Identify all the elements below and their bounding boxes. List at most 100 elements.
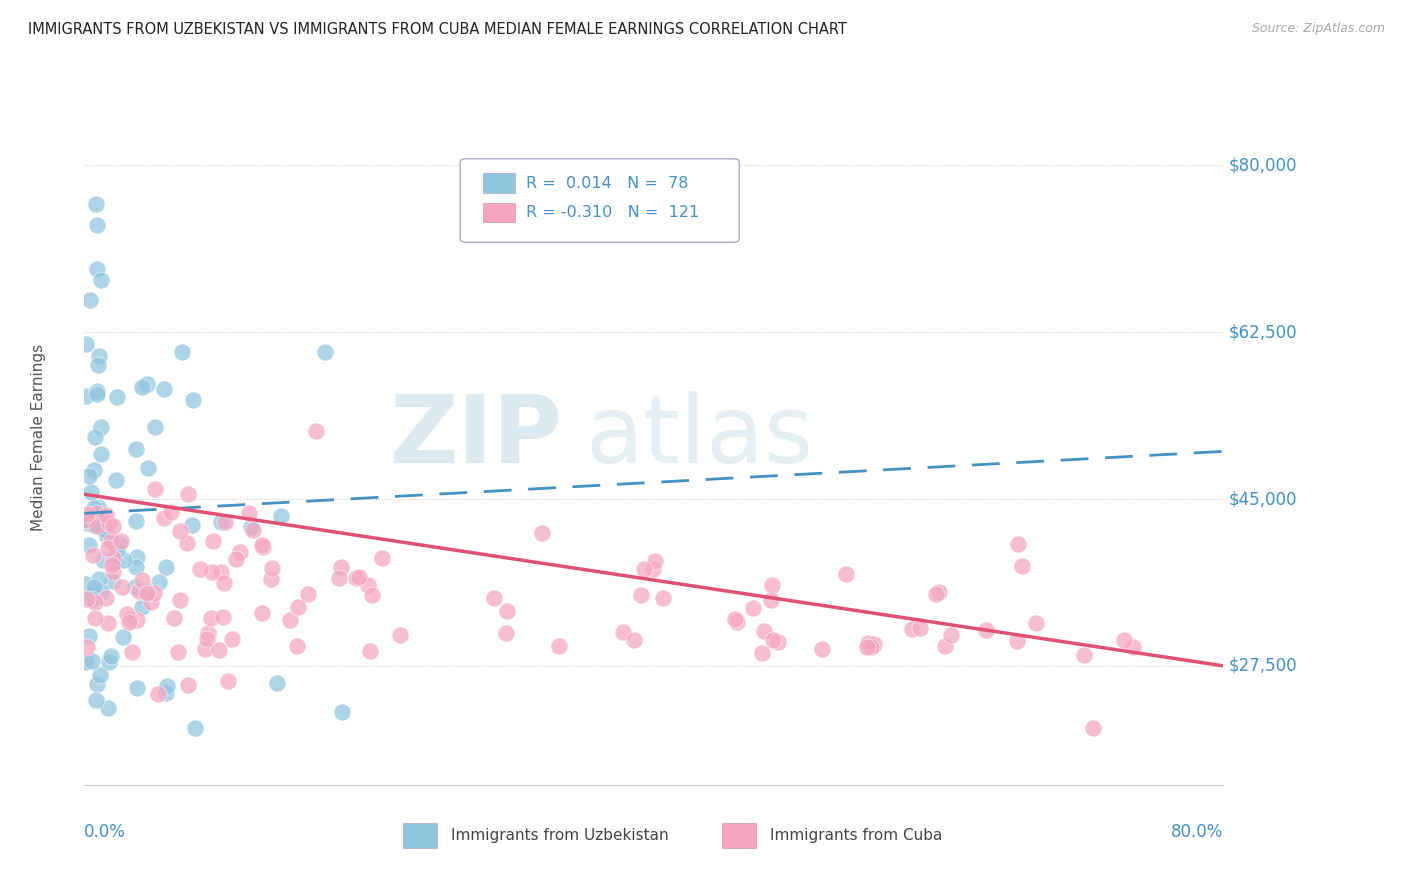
Point: [86, 219, 108, 233]
Point: [80, 591, 103, 606]
Point: [548, 639, 571, 653]
Point: [252, 538, 274, 552]
Point: [751, 646, 773, 660]
Point: [80, 484, 103, 499]
Point: [214, 515, 236, 529]
Point: [177, 486, 200, 500]
Point: [103, 536, 125, 550]
Point: [131, 380, 153, 394]
Point: [94, 591, 117, 605]
Point: [100, 649, 122, 664]
Text: IMMIGRANTS FROM UZBEKISTAN VS IMMIGRANTS FROM CUBA MEDIAN FEMALE EARNINGS CORREL: IMMIGRANTS FROM UZBEKISTAN VS IMMIGRANTS…: [28, 22, 846, 37]
Point: [240, 520, 263, 534]
Point: [159, 505, 181, 519]
Point: [75, 577, 97, 591]
Point: [761, 578, 783, 592]
Point: [79, 293, 101, 307]
Point: [90, 420, 112, 434]
Point: [86, 384, 108, 399]
Point: [644, 554, 666, 568]
Point: [329, 559, 352, 574]
Point: [83, 581, 105, 595]
Point: [97, 655, 120, 669]
Point: [925, 587, 948, 601]
Point: [197, 626, 219, 640]
Point: [110, 533, 132, 548]
Point: [278, 613, 301, 627]
Point: [87, 515, 110, 529]
Point: [79, 538, 101, 552]
Point: [212, 575, 235, 590]
Point: [495, 626, 517, 640]
Point: [974, 624, 997, 638]
Text: R =  0.014   N =  78: R = 0.014 N = 78: [526, 176, 689, 191]
Point: [125, 613, 148, 627]
Point: [225, 552, 247, 566]
Point: [761, 593, 783, 607]
Point: [124, 442, 146, 456]
Point: [135, 585, 157, 599]
Bar: [404, 822, 437, 847]
Point: [84, 506, 107, 520]
Point: [371, 550, 394, 565]
Point: [80, 587, 103, 601]
Point: [900, 622, 922, 636]
Point: [208, 643, 231, 657]
Point: [89, 667, 111, 681]
Point: [97, 541, 120, 555]
Point: [103, 518, 125, 533]
Point: [125, 559, 148, 574]
Point: [76, 507, 98, 521]
Point: [212, 610, 235, 624]
Point: [482, 591, 505, 605]
Point: [86, 387, 108, 401]
Point: [101, 551, 124, 566]
Point: [725, 615, 748, 630]
Point: [250, 607, 273, 621]
Point: [152, 510, 174, 524]
Point: [75, 337, 97, 351]
Point: [148, 687, 170, 701]
Point: [105, 543, 128, 558]
Point: [96, 529, 118, 543]
Point: [76, 513, 98, 527]
Point: [83, 517, 105, 532]
Point: [139, 595, 162, 609]
Point: [100, 534, 122, 549]
Point: [86, 677, 108, 691]
Point: [209, 566, 232, 580]
Text: $80,000: $80,000: [1229, 156, 1298, 175]
Point: [195, 632, 218, 646]
Point: [97, 615, 120, 630]
Point: [108, 537, 131, 551]
Point: [156, 679, 179, 693]
Point: [86, 519, 108, 533]
Point: [1122, 640, 1144, 654]
Point: [1025, 616, 1047, 631]
Text: $45,000: $45,000: [1229, 490, 1298, 508]
Point: [83, 501, 105, 516]
Point: [934, 639, 956, 653]
Point: [217, 674, 239, 689]
Point: [136, 583, 159, 598]
Point: [75, 655, 97, 669]
Point: [856, 640, 879, 654]
Point: [90, 273, 112, 287]
Text: atlas: atlas: [585, 391, 814, 483]
Point: [835, 567, 858, 582]
Point: [183, 721, 205, 735]
Point: [357, 577, 380, 591]
Point: [344, 570, 367, 584]
Point: [105, 390, 128, 404]
Point: [252, 540, 274, 554]
Point: [347, 570, 370, 584]
Point: [297, 587, 319, 601]
Point: [87, 500, 110, 514]
Point: [101, 574, 124, 588]
Point: [162, 610, 184, 624]
Point: [138, 460, 160, 475]
Bar: [484, 173, 515, 193]
Point: [360, 588, 382, 602]
Point: [285, 639, 308, 653]
Point: [118, 615, 141, 630]
